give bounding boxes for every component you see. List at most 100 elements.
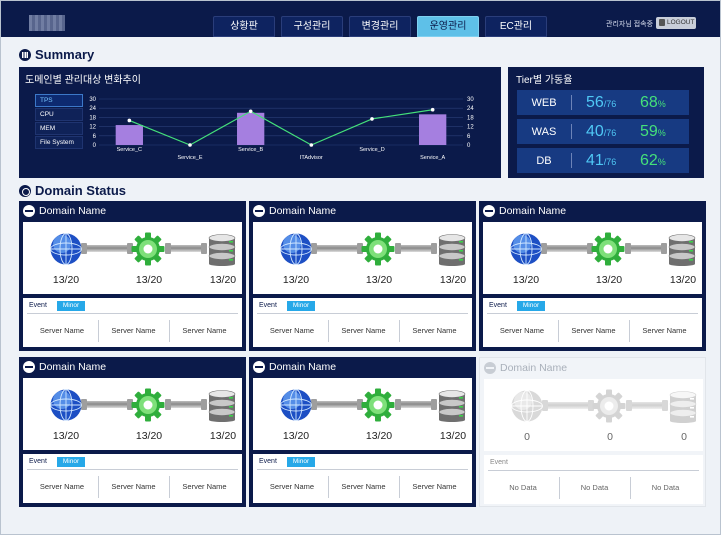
tab-dashboard[interactable]: 상황판 — [213, 16, 275, 37]
database-icon[interactable] — [205, 232, 239, 266]
server-name[interactable]: Server Name — [169, 476, 239, 498]
was-gear-icon[interactable] — [131, 388, 165, 422]
x-tick-label: Service_C — [117, 147, 142, 153]
server-name[interactable]: Server Name — [39, 482, 85, 491]
user-status: 관리자님 접속중 — [606, 21, 654, 28]
tier-name: DB — [536, 154, 552, 167]
domain-card[interactable]: Domain Name 0 0 0 Event No Data No Data No Data — [479, 357, 706, 507]
domain-card[interactable]: Domain Name 13/20 13/20 13/20 Event Minor Serv… — [479, 201, 706, 351]
database-icon[interactable] — [435, 388, 469, 422]
was-gear-icon[interactable] — [592, 389, 626, 423]
tab-operations[interactable]: 운영관리 — [417, 16, 479, 37]
database-icon[interactable] — [435, 232, 469, 266]
node-count: 13/20 — [439, 430, 467, 442]
server-name[interactable]: Server Name — [328, 320, 398, 342]
y-tick-label-left: 24 — [89, 106, 96, 112]
was-gear-icon[interactable] — [361, 388, 395, 422]
node-count: 13/20 — [135, 274, 163, 286]
tab-configuration[interactable]: 구성관리 — [281, 16, 343, 37]
domain-card[interactable]: Domain Name 13/20 13/20 13/20 Event Minor Serv… — [19, 201, 246, 351]
domain-name: Domain Name — [39, 205, 107, 217]
connector-link — [395, 399, 437, 410]
tab-change-management[interactable]: 변경관리 — [349, 16, 411, 37]
domain-name: Domain Name — [269, 361, 337, 373]
server-name[interactable]: Server Name — [98, 476, 168, 498]
server-name[interactable]: Server Name — [39, 326, 85, 335]
web-globe-icon[interactable] — [509, 232, 543, 266]
legend-item-cpu[interactable]: CPU — [35, 108, 83, 121]
tier-percent-unit: % — [657, 156, 666, 167]
domain-events: Event Minor Server Name Server Name Server N… — [253, 454, 472, 503]
web-globe-icon[interactable] — [279, 232, 313, 266]
database-icon[interactable] — [666, 389, 700, 423]
tier-value: 41/76 — [586, 152, 634, 170]
x-tick-label: ITAdvisor — [300, 155, 323, 161]
chart-point — [370, 117, 374, 121]
tier-panel-title: Tier별 가동율 — [516, 75, 573, 86]
web-globe-icon[interactable] — [49, 388, 83, 422]
domain-card[interactable]: Domain Name 13/20 13/20 13/20 Event Minor Serv… — [19, 357, 246, 507]
web-globe-icon[interactable] — [279, 388, 313, 422]
legend-item-file-system[interactable]: File System — [35, 136, 83, 149]
server-name[interactable]: Server Name — [328, 476, 398, 498]
was-gear-icon[interactable] — [131, 232, 165, 266]
database-icon[interactable] — [665, 232, 699, 266]
was-gear-icon[interactable] — [591, 232, 625, 266]
www-icon — [23, 361, 35, 373]
divider — [257, 469, 468, 470]
x-tick-label: Service_B — [238, 147, 263, 153]
server-name[interactable]: Server Name — [269, 482, 315, 491]
divider — [257, 313, 468, 314]
domain-topology: 13/20 13/20 13/20 — [253, 378, 472, 450]
tier-total: /76 — [603, 98, 617, 109]
tier-percent: 68% — [640, 94, 666, 112]
server-name[interactable]: Server Name — [558, 320, 628, 342]
domain-topology: 13/20 13/20 13/20 — [253, 222, 472, 294]
tier-active-count: 40 — [586, 122, 604, 140]
www-icon — [253, 361, 265, 373]
tab-ec-management[interactable]: EC관리 — [485, 16, 547, 37]
domain-name: Domain Name — [39, 361, 107, 373]
event-severity-badge: Minor — [57, 301, 85, 311]
server-name[interactable]: Server Name — [499, 326, 545, 335]
domain-name: Domain Name — [500, 362, 568, 374]
lock-icon — [659, 19, 665, 26]
brand-logo — [29, 15, 65, 31]
web-globe-icon[interactable] — [510, 389, 544, 423]
chart-point — [430, 107, 435, 112]
node-count: 13/20 — [52, 274, 80, 286]
domain-card-header: Domain Name — [249, 357, 476, 377]
connector-link — [625, 243, 667, 254]
legend-item-tps[interactable]: TPS — [35, 94, 83, 107]
tier-percent-value: 68 — [640, 93, 658, 111]
domain-card[interactable]: Domain Name 13/20 13/20 13/20 Event Minor Serv… — [249, 201, 476, 351]
domain-card-header: Domain Name — [249, 201, 476, 221]
server-name[interactable]: Server Name — [269, 326, 315, 335]
domain-topology: 13/20 13/20 13/20 — [23, 378, 242, 450]
tier-value: 40/76 — [586, 123, 634, 141]
was-gear-icon[interactable] — [361, 232, 395, 266]
domain-topology: 0 0 0 — [484, 379, 703, 451]
y-tick-label-left: 18 — [89, 115, 96, 121]
logout-button[interactable]: LOGOUT — [656, 17, 696, 29]
legend-item-mem[interactable]: MEM — [35, 122, 83, 135]
domain-card-header: Domain Name — [19, 201, 246, 221]
connector-link — [541, 243, 593, 254]
server-name[interactable]: Server Name — [629, 320, 699, 342]
web-globe-icon[interactable] — [49, 232, 83, 266]
connector-link — [311, 243, 363, 254]
y-tick-label-right: 0 — [467, 143, 471, 149]
event-severity-badge: Minor — [517, 301, 545, 311]
divider — [27, 469, 238, 470]
database-icon[interactable] — [205, 388, 239, 422]
server-name: No Data — [509, 483, 537, 492]
server-name[interactable]: Server Name — [399, 320, 469, 342]
server-name[interactable]: Server Name — [98, 320, 168, 342]
tier-divider — [571, 153, 572, 168]
server-name[interactable]: Server Name — [169, 320, 239, 342]
server-name[interactable]: Server Name — [399, 476, 469, 498]
y-tick-label-right: 12 — [467, 125, 474, 131]
node-count: 13/20 — [282, 430, 310, 442]
event-label: Event — [489, 302, 507, 309]
domain-card[interactable]: Domain Name 13/20 13/20 13/20 Event Minor Serv… — [249, 357, 476, 507]
